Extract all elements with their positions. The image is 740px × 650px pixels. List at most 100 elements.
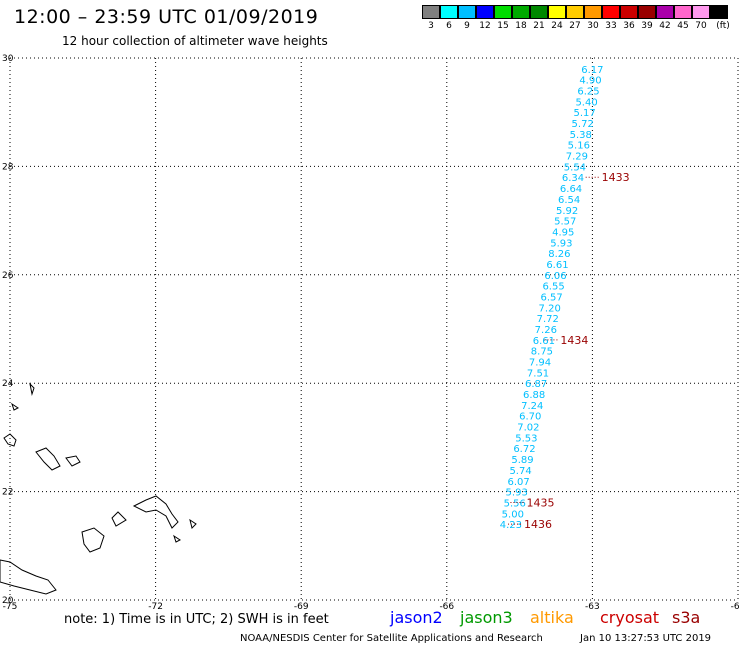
coastline [132,495,179,529]
y-tick-label: 20 [2,596,14,606]
coastline [11,402,19,411]
wave-height-label: 6.06 [544,271,566,282]
coastline [35,447,61,471]
wave-height-label: 7.02 [517,423,539,434]
wave-height-label: 5.57 [554,217,576,228]
wave-height-label: 5.00 [502,509,524,520]
wave-height-label: 5.53 [515,433,537,444]
time-mark-label: 1434 [560,334,588,347]
wave-height-label: 4.90 [579,76,601,87]
wave-height-label: 5.93 [506,488,528,499]
wave-height-label: 5.16 [568,141,590,152]
colorbar-label: 45 [677,21,689,31]
wave-height-label: 6.70 [519,412,541,423]
wave-height-label: 6.61 [546,260,568,271]
colorbar-label: (ft) [716,21,730,31]
colorbar-swatch [674,5,692,19]
x-tick-label: -60 [731,602,740,612]
x-tick-label: -63 [585,602,600,612]
satellite-jason2: jason2 [390,608,443,627]
colorbar-label: 36 [623,21,635,31]
colorbar-label: 42 [659,21,671,31]
colorbar-label: 9 [464,21,470,31]
colorbar-label: 12 [479,21,491,31]
wave-height-label: 5.89 [511,455,533,466]
wave-height-label: 7.20 [539,303,561,314]
wave-height-label: 6.72 [513,444,535,455]
coastline [3,433,17,447]
wave-height-label: 5.92 [556,206,578,217]
colorbar-swatch [638,5,656,19]
wave-height-label: 7.29 [566,152,588,163]
wave-height-label: 5.56 [504,498,526,509]
satellite-cryosat: cryosat [600,608,660,627]
x-tick-label: -69 [294,602,309,612]
colorbar-swatch [656,5,674,19]
coastline [189,518,197,529]
wave-height-label: 8.75 [531,347,553,358]
coastline [0,559,57,595]
time-mark-label: 1435 [526,496,554,509]
wave-height-label: 6.64 [560,184,582,195]
colorbar-swatch [584,5,602,19]
x-tick-label: -75 [3,602,18,612]
colorbar-swatch [692,5,710,19]
wave-height-label: 6.55 [542,282,564,293]
colorbar-swatch [458,5,476,19]
chart-subtitle: 12 hour collection of altimeter wave hei… [62,34,328,48]
y-tick-label: 26 [2,271,14,281]
coastline [81,527,105,553]
satellite-s3a: s3a [672,608,701,627]
colorbar-label: 27 [569,21,581,31]
footer-note: note: 1) Time is in UTC; 2) SWH is in fe… [64,612,329,627]
chart-title: 12:00 – 23:59 UTC 01/09/2019 [14,6,319,28]
y-tick-label: 22 [2,488,13,498]
wave-height-label: 4.23 [500,520,522,531]
timestamp-text: Jan 10 13:27:53 UTC 2019 [580,633,712,644]
wave-height-label: 6.34 [562,173,584,184]
wave-height-label: 6.54 [558,195,580,206]
wave-height-label: 4.95 [552,227,574,238]
colorbar-label: 70 [695,21,707,31]
colorbar-label: 21 [533,21,545,31]
wave-height-label: 6.07 [507,477,529,488]
colorbar-swatch [512,5,530,19]
coastline [173,534,181,543]
colorbar-label: 33 [605,21,617,31]
wave-height-label: 5.54 [564,162,586,173]
colorbar-swatch [620,5,638,19]
colorbar-swatch [710,5,728,19]
colorbar-swatch [476,5,494,19]
wave-height-label: 6.57 [540,292,562,303]
wave-height-label: 6.88 [523,390,545,401]
wave-height-label: 5.40 [575,97,597,108]
colorbar-swatch [422,5,440,19]
wave-height-label: 5.38 [570,130,592,141]
colorbar-swatch [602,5,620,19]
x-tick-label: -72 [148,602,163,612]
wave-height-label: 6.87 [525,379,547,390]
time-mark-label: 1433 [602,171,630,184]
wave-height-label: 5.17 [574,108,596,119]
wave-height-label: 6.61 [533,336,555,347]
colorbar-label: 30 [587,21,599,31]
colorbar-label: 3 [428,21,434,31]
wave-height-label: 5.74 [509,466,531,477]
satellite-jason3: jason3 [460,608,513,627]
y-tick-label: 28 [2,162,14,172]
colorbar-swatch [530,5,548,19]
colorbar-swatch [566,5,584,19]
colorbar-label: 15 [497,21,509,31]
colorbar-label: 6 [446,21,452,31]
coastline [111,511,127,527]
colorbar-label: 39 [641,21,653,31]
y-tick-label: 30 [2,54,14,64]
credit-text: NOAA/NESDIS Center for Satellite Applica… [240,633,543,644]
wave-height-label: 6.25 [577,87,599,98]
wave-height-label: 7.72 [537,314,559,325]
wave-height-label: 7.24 [521,401,543,412]
wave-height-label: 8.26 [548,249,570,260]
wave-height-label: 5.93 [550,238,572,249]
wave-height-label: 7.26 [535,325,557,336]
